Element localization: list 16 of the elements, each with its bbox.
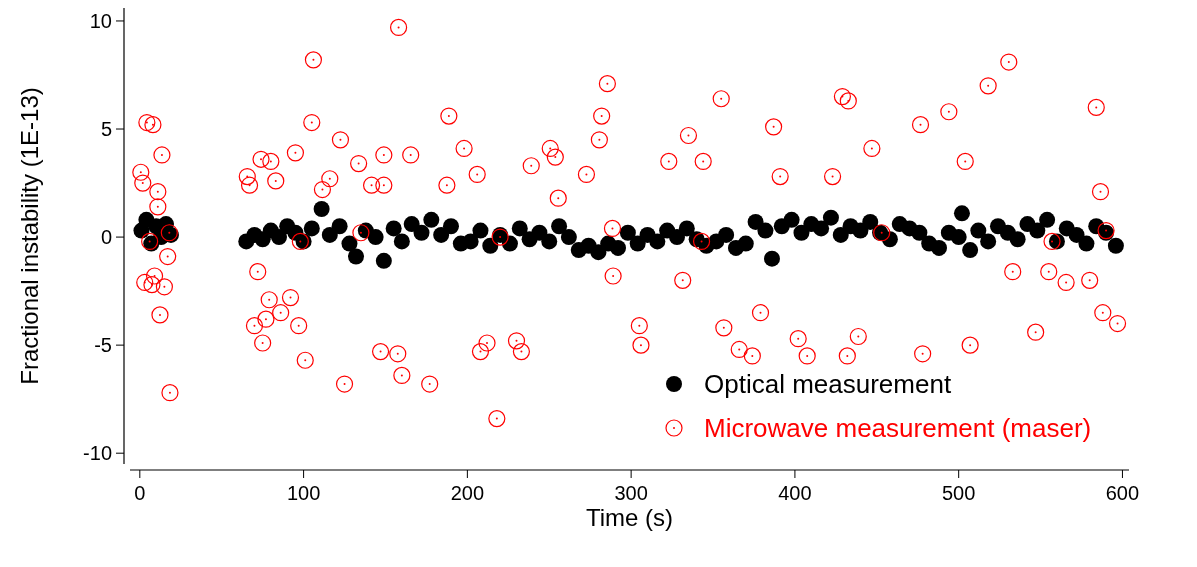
legend-label: Optical measurement [704,369,952,399]
y-tick-label: 0 [100,226,112,249]
x-tick-label: 400 [778,482,812,504]
y-tick-label: 5 [100,118,112,141]
y-tick-label: 10 [89,9,112,32]
x-tick-label: 600 [1105,482,1140,504]
x-tick-label: 200 [450,482,485,504]
x-tick-label: 0 [134,482,146,504]
x-tick-label: 300 [614,482,648,504]
legend-label: Microwave measurement (maser) [704,413,1092,443]
y-tick-label: -10 [83,442,112,465]
x-axis-title: Time (s) [585,504,674,531]
y-axis-title: Fractional instability (1E-13) [16,87,43,385]
x-tick-label: 500 [941,482,976,504]
y-tick-label: -5 [94,334,112,357]
x-tick-label: 100 [286,482,321,504]
